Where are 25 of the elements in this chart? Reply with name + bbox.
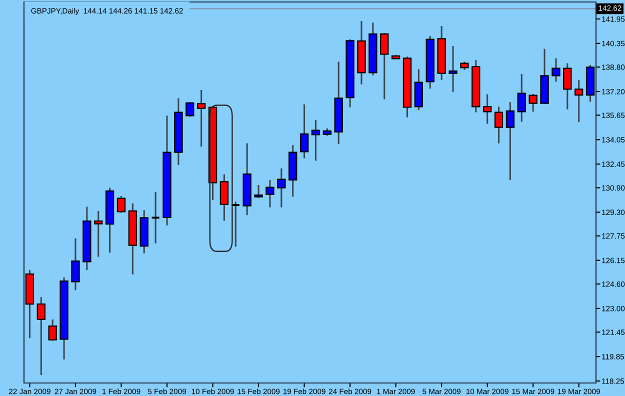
candlestick (552, 57, 560, 83)
candlestick (186, 101, 194, 118)
candlestick (196, 89, 206, 148)
candlestick (277, 168, 286, 208)
candlestick (528, 93, 538, 112)
candlestick (448, 45, 458, 93)
candlestick (150, 191, 160, 244)
candlestick (506, 101, 515, 181)
candlestick (494, 106, 504, 144)
candlestick (574, 79, 584, 123)
candlestick (380, 32, 389, 100)
candlestick (230, 200, 240, 248)
candlestick (48, 318, 57, 342)
candlestick (266, 179, 274, 208)
candlestick (71, 238, 80, 291)
candlestick (220, 174, 229, 222)
candlestick (563, 62, 572, 110)
candlestick (94, 210, 103, 258)
candlestick (311, 119, 320, 162)
candlestick (254, 184, 263, 199)
candlestick (517, 73, 526, 123)
candlestick (116, 195, 126, 214)
candlestick (36, 296, 46, 376)
candlestick (482, 94, 492, 125)
candlestick (300, 104, 309, 160)
